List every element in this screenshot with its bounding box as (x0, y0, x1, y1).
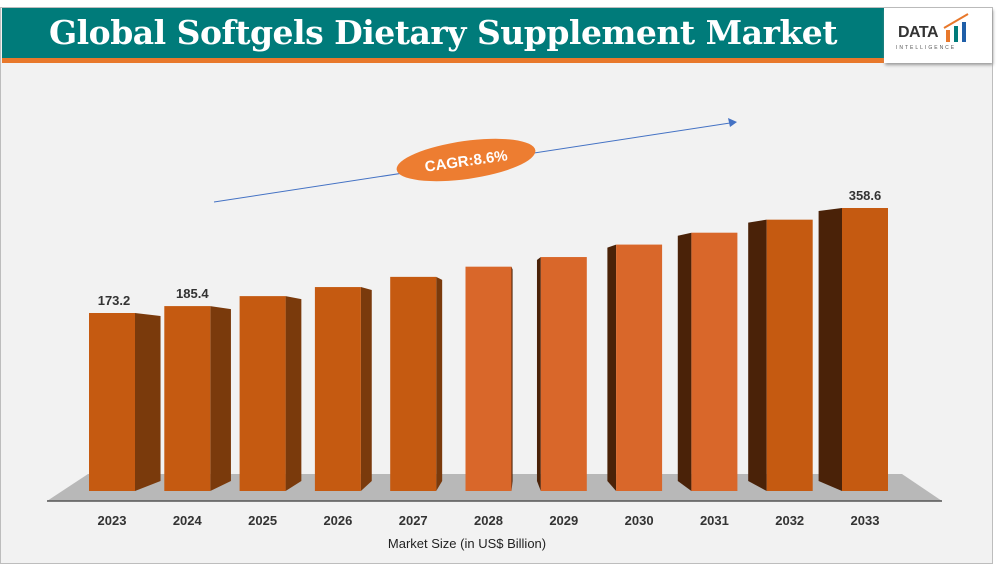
bar-side-2025 (285, 296, 302, 491)
x-tick-label: 2023 (98, 513, 127, 528)
bar-side-2029 (536, 257, 541, 491)
bar-side-2026 (360, 287, 372, 491)
x-tick-label: 2028 (474, 513, 503, 528)
x-tick-label: 2027 (399, 513, 428, 528)
banner-stripe (2, 58, 884, 63)
bar-side-2033 (818, 208, 842, 491)
x-tick-label: 2026 (323, 513, 352, 528)
bar-2032 (766, 219, 813, 491)
x-tick-label: 2024 (173, 513, 203, 528)
x-tick-label: 2032 (775, 513, 804, 528)
bar-side-2028 (511, 266, 513, 491)
data-label: 358.6 (849, 188, 882, 203)
bar-2030 (616, 244, 663, 491)
bar-2033 (842, 208, 888, 491)
x-tick-label: 2031 (700, 513, 729, 528)
x-tick-label: 2029 (549, 513, 578, 528)
bar-2025 (239, 296, 286, 491)
cagr-badge (396, 138, 536, 182)
bar-side-2027 (436, 276, 443, 491)
bar-2024 (164, 306, 211, 491)
bar-2027 (390, 276, 437, 491)
x-tick-label: 2033 (851, 513, 880, 528)
data-label: 173.2 (98, 293, 131, 308)
bar-2026 (314, 287, 361, 491)
cagr-arrow-head (728, 118, 737, 127)
logo: DATA INTELLIGENCE (884, 8, 992, 63)
bar-side-2031 (677, 232, 692, 491)
bar-side-2030 (607, 244, 617, 491)
x-axis-title: Market Size (in US$ Billion) (388, 536, 546, 551)
logo-bars-icon (943, 13, 969, 42)
bar-side-2023 (135, 313, 161, 491)
logo-subtext: INTELLIGENCE (896, 45, 957, 51)
bar-2029 (540, 257, 587, 491)
x-tick-label: 2030 (625, 513, 654, 528)
data-label: 185.4 (176, 286, 209, 301)
logo-text: DATA (898, 24, 939, 41)
title-banner (2, 8, 884, 58)
x-tick-label: 2025 (248, 513, 277, 528)
bar-2031 (691, 232, 738, 491)
bar-side-2024 (210, 306, 231, 491)
page-title: Global Softgels Dietary Supplement Marke… (48, 13, 838, 52)
bar-side-2032 (748, 219, 767, 491)
bar-2028 (465, 266, 512, 491)
bar-2023 (89, 313, 135, 491)
